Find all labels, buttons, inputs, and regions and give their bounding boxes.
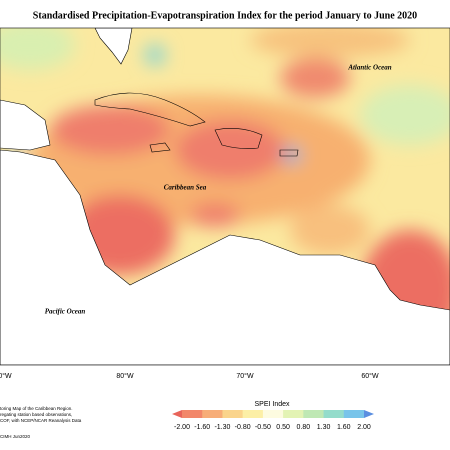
legend-tick-label: -1.60 xyxy=(194,424,210,431)
legend-tick-label: 0.50 xyxy=(276,424,290,431)
legend-tick-label: -2.00 xyxy=(174,424,190,431)
longitude-label: 0°W xyxy=(0,372,12,380)
legend-tick-label: 0.80 xyxy=(297,424,311,431)
map-title: Standardised Precipitation-Evapotranspir… xyxy=(33,10,417,21)
legend-swatch xyxy=(182,410,203,418)
legend-swatch xyxy=(303,410,324,418)
legend-title: SPEI Index xyxy=(254,401,290,408)
map-field xyxy=(0,28,450,365)
legend-end xyxy=(364,410,374,418)
legend-tick-label: -0.50 xyxy=(255,424,271,431)
legend-swatch xyxy=(323,410,345,418)
longitude-label: 60°W xyxy=(361,372,379,380)
credit: CIMH Jun2020 xyxy=(0,434,31,439)
legend-tick-label: 2.00 xyxy=(357,424,371,431)
longitude-label: 70°W xyxy=(236,372,254,380)
legend-swatch xyxy=(343,410,365,418)
legend-swatch xyxy=(283,410,304,418)
legend-swatch xyxy=(202,410,223,418)
legend-end xyxy=(172,410,182,418)
footnote: regating station based observations, xyxy=(0,412,72,417)
footnote: COF, with NCEP/NCAR Reanalysis Data xyxy=(0,418,82,423)
legend-swatch xyxy=(222,410,243,418)
legend-swatch xyxy=(242,410,264,418)
sea-label: Caribbean Sea xyxy=(164,184,207,192)
legend-swatch xyxy=(262,410,284,418)
longitude-label: 80°W xyxy=(116,372,134,380)
legend-tick-label: -1.30 xyxy=(214,424,230,431)
legend-tick-label: 1.60 xyxy=(337,424,351,431)
ocean-label: Atlantic Ocean xyxy=(347,64,391,72)
footnote: toring Map of the Caribbean Region. xyxy=(0,406,73,411)
legend-tick-label: -0.80 xyxy=(235,424,251,431)
legend-tick-label: 1.30 xyxy=(317,424,331,431)
ocean-label: Pacific Ocean xyxy=(45,308,86,316)
